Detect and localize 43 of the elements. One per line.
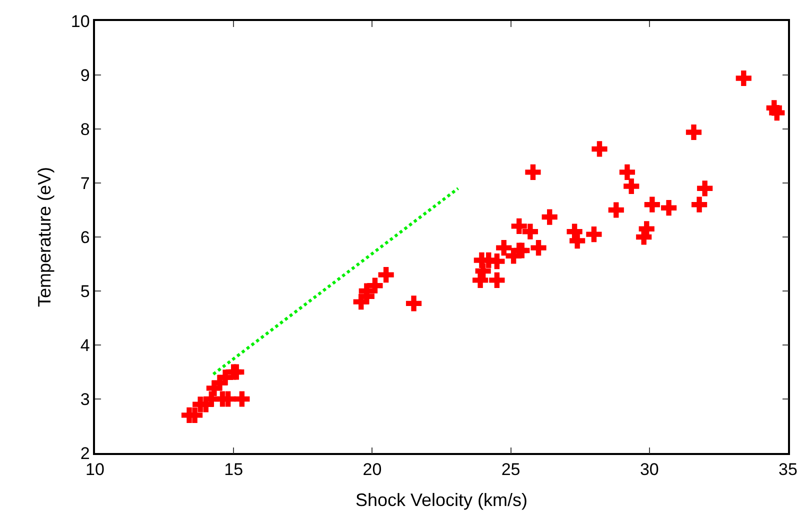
y-tick-label: 3	[80, 390, 90, 409]
point	[228, 364, 244, 380]
point	[586, 226, 602, 242]
point	[514, 242, 530, 258]
y-tick-label: 5	[80, 282, 90, 301]
point	[525, 164, 541, 180]
point	[769, 105, 785, 121]
point	[542, 209, 558, 225]
x-tick-label: 20	[362, 460, 382, 480]
x-tick-label: 15	[224, 460, 244, 480]
x-tick-label: 30	[640, 460, 659, 480]
point	[736, 70, 752, 86]
point	[619, 164, 636, 180]
y-tick-label: 7	[80, 174, 90, 193]
point	[522, 224, 538, 240]
y-tick-label: 9	[80, 66, 90, 85]
y-tick-label: 8	[80, 120, 90, 139]
x-axis-title: Shock Velocity (km/s)	[355, 490, 528, 510]
point	[661, 200, 677, 216]
point	[406, 296, 422, 312]
x-tick-label: 25	[501, 460, 520, 480]
point	[624, 178, 640, 194]
point	[644, 196, 660, 212]
point	[686, 124, 702, 140]
point	[570, 232, 586, 249]
point	[697, 180, 713, 196]
y-tick-label: 2	[80, 444, 90, 463]
point	[511, 218, 527, 234]
point	[378, 267, 394, 283]
y-tick-label: 6	[80, 228, 90, 247]
point	[496, 240, 512, 256]
x-tick-label: 35	[778, 460, 798, 480]
point	[608, 202, 624, 218]
point	[692, 196, 708, 212]
point	[234, 391, 250, 407]
point	[489, 272, 505, 288]
y-tick-label: 4	[80, 336, 90, 355]
point	[367, 278, 383, 294]
point	[530, 240, 546, 256]
point	[489, 254, 505, 270]
y-axis-title: Temperature (eV)	[34, 166, 55, 308]
y-tick-label: 10	[70, 12, 90, 31]
point	[592, 141, 608, 157]
